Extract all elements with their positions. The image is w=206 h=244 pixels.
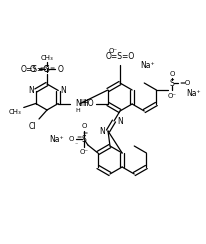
- Text: =: =: [49, 66, 55, 71]
- Text: O⁻: O⁻: [168, 93, 177, 99]
- Text: S: S: [82, 134, 86, 143]
- Text: O: O: [170, 71, 175, 77]
- Text: CH₃: CH₃: [41, 55, 53, 61]
- Text: O: O: [30, 64, 36, 73]
- Text: O⁻: O⁻: [109, 48, 118, 54]
- Text: Na⁺: Na⁺: [49, 134, 64, 143]
- Text: O: O: [58, 64, 64, 73]
- Text: =O: =O: [179, 80, 191, 86]
- Text: N: N: [28, 86, 34, 95]
- Text: O=S=O: O=S=O: [105, 52, 135, 61]
- Text: Cl: Cl: [28, 122, 36, 131]
- Text: O: O: [69, 136, 74, 142]
- Text: O=S=O: O=S=O: [20, 64, 50, 73]
- Text: S: S: [45, 64, 49, 73]
- Text: S: S: [170, 79, 175, 88]
- Text: NH: NH: [75, 99, 87, 108]
- Text: ⁻: ⁻: [74, 143, 77, 149]
- Text: =: =: [39, 66, 45, 71]
- Text: Na⁺: Na⁺: [186, 89, 201, 98]
- Text: O: O: [81, 123, 87, 129]
- Text: CH₃: CH₃: [9, 109, 22, 114]
- Text: =: =: [76, 135, 82, 141]
- Text: H: H: [75, 109, 80, 113]
- Text: HO: HO: [82, 100, 94, 109]
- Text: N: N: [99, 126, 105, 135]
- Text: =: =: [82, 132, 88, 136]
- Text: Na⁺: Na⁺: [140, 61, 155, 70]
- Text: N: N: [60, 86, 66, 95]
- Text: O⁻: O⁻: [79, 149, 88, 155]
- Text: N: N: [117, 116, 123, 125]
